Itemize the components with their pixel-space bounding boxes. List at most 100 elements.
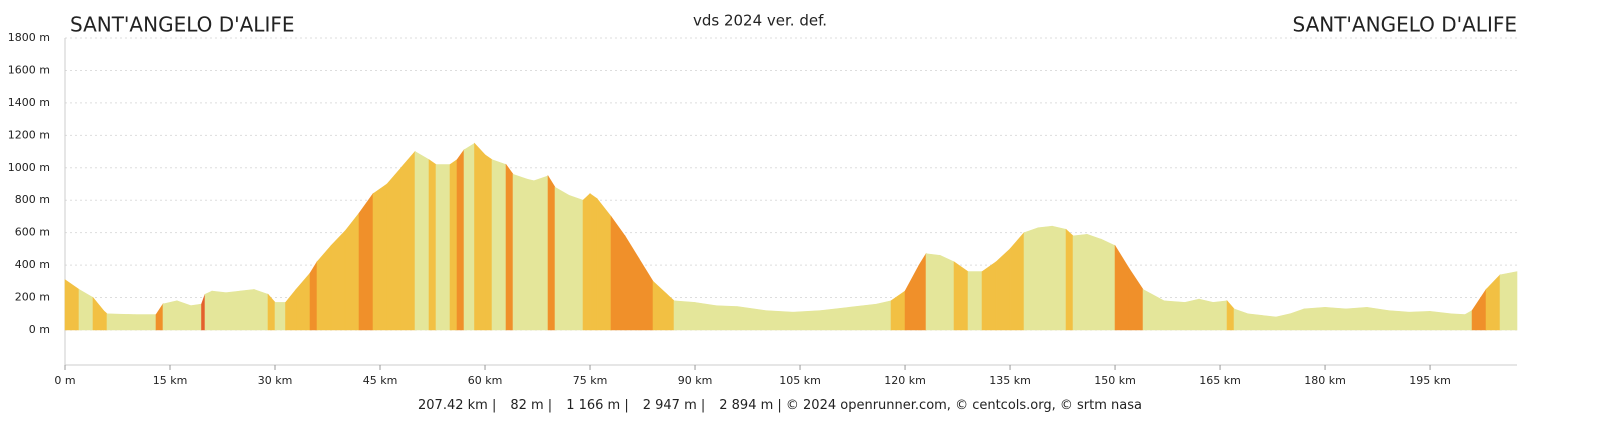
x-tick-label: 105 km	[779, 374, 821, 387]
profile-segment	[953, 261, 969, 331]
profile-segment	[1450, 313, 1466, 331]
x-tick-label: 60 km	[468, 374, 503, 387]
profile-segment	[876, 300, 892, 331]
x-tick-label: 15 km	[153, 374, 188, 387]
profile-segment	[463, 142, 475, 331]
profile-segment	[64, 279, 80, 331]
profile-segment	[554, 186, 570, 331]
profile-segment	[358, 192, 374, 331]
profile-segment	[253, 289, 269, 331]
profile-segment	[1198, 298, 1214, 331]
profile-segment	[967, 271, 983, 331]
x-tick-label: 90 km	[678, 374, 713, 387]
profile-segment	[400, 150, 416, 331]
x-tick-label: 180 km	[1304, 374, 1346, 387]
profile-segment	[1072, 233, 1088, 331]
profile-segment	[201, 294, 206, 331]
profile-segment	[610, 215, 626, 331]
profile-segment	[428, 159, 437, 331]
end-label: SANT'ANGELO D'ALIFE	[1293, 13, 1518, 37]
y-tick-label: 200 m	[15, 291, 50, 304]
profile-segment	[285, 288, 297, 331]
profile-segment	[1275, 313, 1291, 331]
profile-segment	[330, 230, 346, 331]
profile-segment	[1499, 271, 1518, 331]
profile-segment	[1471, 288, 1487, 331]
footer-item: 2 894 m | © 2024 openrunner.com, © centc…	[719, 398, 1142, 413]
chart-title: vds 2024 ver. def.	[693, 12, 827, 30]
profile-segment	[491, 159, 507, 331]
y-tick-label: 1000 m	[8, 161, 50, 174]
profile-segment	[666, 293, 675, 331]
profile-segment	[435, 164, 451, 331]
profile-segment	[673, 300, 696, 331]
profile-segment	[1345, 306, 1368, 331]
profile-segment	[1212, 300, 1228, 331]
y-tick-label: 1200 m	[8, 128, 50, 141]
y-tick-label: 1600 m	[8, 63, 50, 76]
profile-segment	[764, 310, 794, 331]
profile-segment	[274, 302, 286, 331]
profile-segment	[1408, 311, 1431, 331]
profile-segment	[456, 149, 465, 331]
footer-item: 2 947 m |	[643, 398, 706, 413]
profile-segment	[484, 154, 493, 331]
profile-segment	[512, 173, 528, 331]
y-tick-label: 0 m	[29, 323, 50, 336]
profile-segment	[715, 305, 738, 331]
profile-segment	[1303, 306, 1326, 331]
profile-segment	[582, 193, 591, 331]
profile-segment	[190, 303, 202, 331]
profile-segment	[372, 183, 388, 331]
profile-segment	[568, 194, 584, 331]
x-tick-label: 30 km	[258, 374, 293, 387]
profile-segment	[155, 303, 164, 331]
profile-segment	[295, 272, 311, 331]
profile-segment	[1485, 274, 1501, 331]
profile-segment	[134, 314, 157, 331]
profile-segment	[694, 302, 717, 331]
y-tick-label: 1800 m	[8, 31, 50, 44]
profile-segment	[204, 290, 213, 331]
profile-segment	[1233, 308, 1249, 331]
profile-segment	[939, 254, 955, 331]
profile-segment	[106, 313, 136, 331]
profile-segment	[904, 264, 920, 331]
profile-segment	[1114, 244, 1130, 331]
start-label: SANT'ANGELO D'ALIFE	[70, 13, 295, 37]
profile-segment	[1128, 267, 1144, 331]
profile-segment	[162, 300, 178, 331]
profile-segment	[1086, 233, 1102, 331]
profile-segment	[211, 290, 227, 331]
profile-segment	[981, 261, 997, 331]
profile-segment	[449, 159, 458, 331]
footer-item: 207.42 km |	[418, 398, 496, 413]
profile-segment	[1261, 315, 1277, 331]
x-tick-label: 165 km	[1199, 374, 1241, 387]
profile-segment	[624, 234, 640, 331]
profile-segment	[918, 252, 927, 331]
profile-segment	[652, 280, 668, 331]
profile-segment	[309, 260, 318, 331]
y-tick-label: 600 m	[15, 226, 50, 239]
profile-segment	[1324, 306, 1347, 331]
profile-segment	[925, 253, 941, 331]
profile-segment	[1023, 227, 1039, 331]
profile-segment	[386, 166, 402, 331]
profile-segment	[344, 212, 360, 331]
profile-segment	[890, 290, 906, 331]
y-tick-label: 800 m	[15, 193, 50, 206]
profile-segment	[1142, 288, 1165, 331]
profile-segment	[1051, 225, 1067, 331]
profile-segment	[176, 300, 192, 331]
profile-segment	[103, 309, 108, 331]
x-tick-label: 0 m	[54, 374, 75, 387]
x-tick-label: 75 km	[573, 374, 608, 387]
profile-segment	[1009, 231, 1025, 331]
profile-segment	[1037, 225, 1053, 331]
profile-segment	[78, 288, 94, 331]
profile-segment	[267, 293, 276, 331]
profile-segment	[414, 151, 430, 331]
profile-segment	[589, 193, 598, 331]
footer-item: 1 166 m |	[566, 398, 629, 413]
